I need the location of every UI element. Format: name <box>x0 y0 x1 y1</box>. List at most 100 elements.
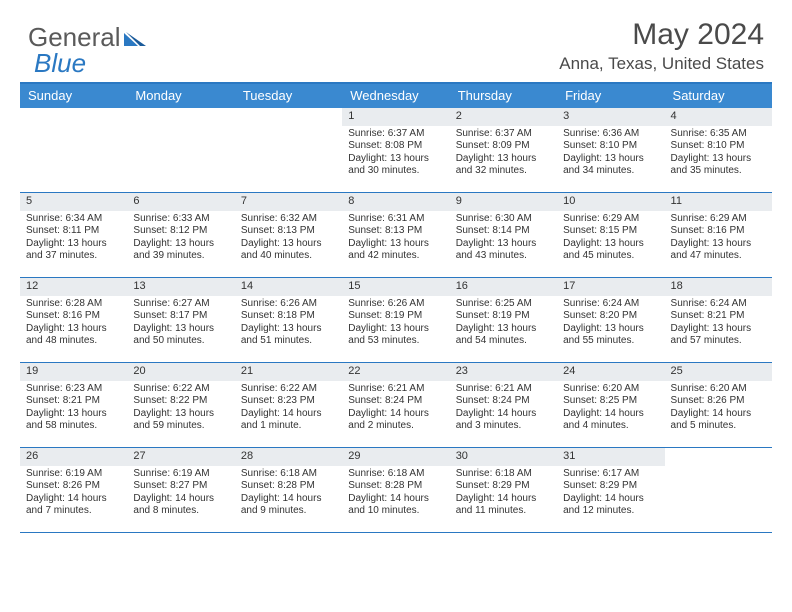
daylight-text: Daylight: 14 hours and 10 minutes. <box>348 493 443 518</box>
dayhead-tue: Tuesday <box>235 84 342 108</box>
sunrise-text: Sunrise: 6:24 AM <box>563 298 658 311</box>
cell-details: Sunrise: 6:26 AMSunset: 8:18 PMDaylight:… <box>235 296 342 352</box>
sunset-text: Sunset: 8:21 PM <box>26 395 121 408</box>
sunrise-text: Sunrise: 6:18 AM <box>241 468 336 481</box>
day-number <box>20 108 127 112</box>
sunset-text: Sunset: 8:25 PM <box>563 395 658 408</box>
sunset-text: Sunset: 8:19 PM <box>456 310 551 323</box>
sunrise-text: Sunrise: 6:19 AM <box>133 468 228 481</box>
calendar-cell: 23Sunrise: 6:21 AMSunset: 8:24 PMDayligh… <box>450 363 557 447</box>
calendar-cell: 14Sunrise: 6:26 AMSunset: 8:18 PMDayligh… <box>235 278 342 362</box>
daylight-text: Daylight: 14 hours and 9 minutes. <box>241 493 336 518</box>
day-number: 27 <box>127 448 234 466</box>
dayhead-fri: Friday <box>557 84 664 108</box>
cell-details: Sunrise: 6:20 AMSunset: 8:26 PMDaylight:… <box>665 381 772 437</box>
location-text: Anna, Texas, United States <box>559 54 764 74</box>
sunset-text: Sunset: 8:18 PM <box>241 310 336 323</box>
sunrise-text: Sunrise: 6:26 AM <box>241 298 336 311</box>
sunset-text: Sunset: 8:16 PM <box>26 310 121 323</box>
cell-details: Sunrise: 6:28 AMSunset: 8:16 PMDaylight:… <box>20 296 127 352</box>
daylight-text: Daylight: 13 hours and 50 minutes. <box>133 323 228 348</box>
sunset-text: Sunset: 8:17 PM <box>133 310 228 323</box>
daylight-text: Daylight: 14 hours and 12 minutes. <box>563 493 658 518</box>
day-number: 21 <box>235 363 342 381</box>
dayhead-sun: Sunday <box>20 84 127 108</box>
week-row: 26Sunrise: 6:19 AMSunset: 8:26 PMDayligh… <box>20 448 772 533</box>
calendar-cell: 9Sunrise: 6:30 AMSunset: 8:14 PMDaylight… <box>450 193 557 277</box>
dayhead-mon: Monday <box>127 84 234 108</box>
day-number: 13 <box>127 278 234 296</box>
sunset-text: Sunset: 8:19 PM <box>348 310 443 323</box>
sunrise-text: Sunrise: 6:33 AM <box>133 213 228 226</box>
dayhead-wed: Wednesday <box>342 84 449 108</box>
sunset-text: Sunset: 8:26 PM <box>26 480 121 493</box>
day-number: 22 <box>342 363 449 381</box>
sunset-text: Sunset: 8:11 PM <box>26 225 121 238</box>
calendar-cell: 11Sunrise: 6:29 AMSunset: 8:16 PMDayligh… <box>665 193 772 277</box>
day-number: 17 <box>557 278 664 296</box>
cell-details: Sunrise: 6:27 AMSunset: 8:17 PMDaylight:… <box>127 296 234 352</box>
cell-details: Sunrise: 6:18 AMSunset: 8:28 PMDaylight:… <box>235 466 342 522</box>
cell-details: Sunrise: 6:20 AMSunset: 8:25 PMDaylight:… <box>557 381 664 437</box>
daylight-text: Daylight: 13 hours and 39 minutes. <box>133 238 228 263</box>
calendar-cell: 4Sunrise: 6:35 AMSunset: 8:10 PMDaylight… <box>665 108 772 192</box>
title-block: May 2024 Anna, Texas, United States <box>559 18 764 74</box>
calendar-cell <box>127 108 234 192</box>
calendar-cell: 19Sunrise: 6:23 AMSunset: 8:21 PMDayligh… <box>20 363 127 447</box>
week-row: 12Sunrise: 6:28 AMSunset: 8:16 PMDayligh… <box>20 278 772 363</box>
week-row: 1Sunrise: 6:37 AMSunset: 8:08 PMDaylight… <box>20 108 772 193</box>
calendar-cell: 7Sunrise: 6:32 AMSunset: 8:13 PMDaylight… <box>235 193 342 277</box>
day-number: 16 <box>450 278 557 296</box>
sunrise-text: Sunrise: 6:37 AM <box>456 128 551 141</box>
daylight-text: Daylight: 13 hours and 59 minutes. <box>133 408 228 433</box>
daylight-text: Daylight: 13 hours and 35 minutes. <box>671 153 766 178</box>
daylight-text: Daylight: 14 hours and 4 minutes. <box>563 408 658 433</box>
daylight-text: Daylight: 14 hours and 7 minutes. <box>26 493 121 518</box>
day-number: 26 <box>20 448 127 466</box>
daylight-text: Daylight: 14 hours and 8 minutes. <box>133 493 228 518</box>
calendar-cell: 2Sunrise: 6:37 AMSunset: 8:09 PMDaylight… <box>450 108 557 192</box>
sunset-text: Sunset: 8:24 PM <box>456 395 551 408</box>
calendar-cell: 15Sunrise: 6:26 AMSunset: 8:19 PMDayligh… <box>342 278 449 362</box>
day-number: 14 <box>235 278 342 296</box>
sunrise-text: Sunrise: 6:34 AM <box>26 213 121 226</box>
calendar-cell: 22Sunrise: 6:21 AMSunset: 8:24 PMDayligh… <box>342 363 449 447</box>
sunset-text: Sunset: 8:21 PM <box>671 310 766 323</box>
daylight-text: Daylight: 13 hours and 34 minutes. <box>563 153 658 178</box>
sunset-text: Sunset: 8:26 PM <box>671 395 766 408</box>
sunrise-text: Sunrise: 6:18 AM <box>456 468 551 481</box>
sunset-text: Sunset: 8:28 PM <box>241 480 336 493</box>
cell-details: Sunrise: 6:21 AMSunset: 8:24 PMDaylight:… <box>342 381 449 437</box>
cell-details: Sunrise: 6:29 AMSunset: 8:16 PMDaylight:… <box>665 211 772 267</box>
week-row: 5Sunrise: 6:34 AMSunset: 8:11 PMDaylight… <box>20 193 772 278</box>
daylight-text: Daylight: 13 hours and 30 minutes. <box>348 153 443 178</box>
sunrise-text: Sunrise: 6:19 AM <box>26 468 121 481</box>
day-number: 10 <box>557 193 664 211</box>
daylight-text: Daylight: 13 hours and 42 minutes. <box>348 238 443 263</box>
day-number: 28 <box>235 448 342 466</box>
day-number <box>235 108 342 112</box>
sunrise-text: Sunrise: 6:20 AM <box>671 383 766 396</box>
day-number: 18 <box>665 278 772 296</box>
sunrise-text: Sunrise: 6:36 AM <box>563 128 658 141</box>
daylight-text: Daylight: 14 hours and 3 minutes. <box>456 408 551 433</box>
daylight-text: Daylight: 13 hours and 48 minutes. <box>26 323 121 348</box>
sunrise-text: Sunrise: 6:20 AM <box>563 383 658 396</box>
daylight-text: Daylight: 13 hours and 43 minutes. <box>456 238 551 263</box>
day-number: 12 <box>20 278 127 296</box>
sunset-text: Sunset: 8:28 PM <box>348 480 443 493</box>
sunrise-text: Sunrise: 6:24 AM <box>671 298 766 311</box>
calendar-cell: 28Sunrise: 6:18 AMSunset: 8:28 PMDayligh… <box>235 448 342 532</box>
cell-details: Sunrise: 6:23 AMSunset: 8:21 PMDaylight:… <box>20 381 127 437</box>
sunset-text: Sunset: 8:13 PM <box>241 225 336 238</box>
sunrise-text: Sunrise: 6:35 AM <box>671 128 766 141</box>
calendar-cell: 31Sunrise: 6:17 AMSunset: 8:29 PMDayligh… <box>557 448 664 532</box>
day-number: 1 <box>342 108 449 126</box>
cell-details: Sunrise: 6:24 AMSunset: 8:21 PMDaylight:… <box>665 296 772 352</box>
sunset-text: Sunset: 8:10 PM <box>563 140 658 153</box>
day-number: 15 <box>342 278 449 296</box>
day-number <box>665 448 772 452</box>
sunset-text: Sunset: 8:22 PM <box>133 395 228 408</box>
sunrise-text: Sunrise: 6:26 AM <box>348 298 443 311</box>
sunrise-text: Sunrise: 6:23 AM <box>26 383 121 396</box>
